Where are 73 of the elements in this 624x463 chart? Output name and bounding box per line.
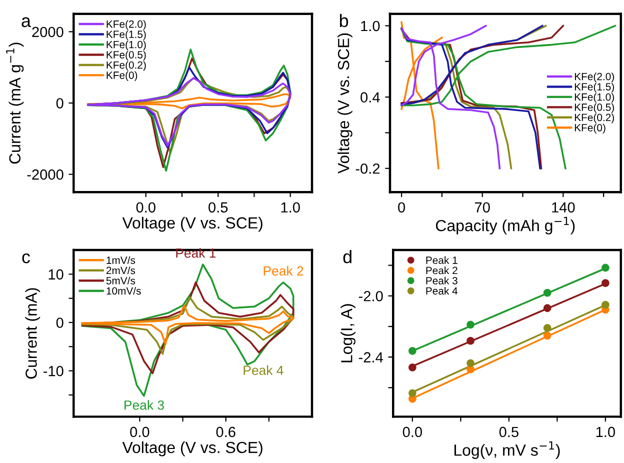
- legend-label: 5mV/s: [106, 276, 136, 284]
- y-tick-label: -0.2: [356, 163, 380, 174]
- annotation: Peak 4: [244, 365, 284, 375]
- legend-label: 10mV/s: [106, 286, 141, 295]
- line-series: [81, 296, 294, 355]
- x-axis-title: Log(ν, mV s$^{−1}$): [454, 441, 560, 459]
- legend-label: KFe(1.5): [574, 82, 614, 93]
- y-tick-label: 1.0: [361, 20, 380, 32]
- legend-label: KFe(1.0): [574, 93, 614, 103]
- y-tick-label: 0.4: [360, 92, 380, 103]
- point: [408, 364, 416, 372]
- y-tick-label: 10: [48, 269, 64, 280]
- y-axis-title: Log(I, A): [340, 304, 356, 362]
- x-axis-title: Voltage (V vs. SCE): [122, 441, 262, 456]
- legend-label: KFe(0): [106, 71, 138, 81]
- y-tick-label: -2.0: [358, 290, 383, 302]
- x-tick-label: 0.0: [402, 426, 422, 438]
- y-tick-label: 0: [56, 98, 64, 108]
- x-tick-label: 0.5: [499, 426, 518, 438]
- text: b: [340, 14, 348, 28]
- x-tick-label: 70: [474, 202, 490, 213]
- legend-label: KFe(1.0): [106, 40, 146, 50]
- point: [408, 389, 416, 398]
- y-axis-title: Current (mA g$^{−1}$): [6, 42, 24, 164]
- legend-label: KFe(0.2): [574, 114, 614, 124]
- point: [466, 365, 474, 374]
- text: a: [22, 17, 31, 28]
- legend-label: KFe(0.5): [106, 50, 146, 61]
- point: [601, 300, 610, 309]
- point: [543, 332, 552, 340]
- point: [543, 304, 552, 312]
- text: d: [343, 250, 352, 264]
- x-tick-label: 140: [552, 202, 575, 213]
- x-tick-label: 0.0: [136, 202, 156, 213]
- annotation: Peak 3: [124, 400, 164, 410]
- x-tick-label: 0: [398, 202, 406, 213]
- legend-label: Peak 3: [426, 276, 458, 284]
- legend-label: KFe(0.2): [106, 61, 146, 71]
- y-tick-label: 0: [56, 318, 64, 328]
- annotation: Peak 2: [264, 266, 304, 276]
- legend-label: KFe(2.0): [574, 72, 614, 82]
- legend-label: Peak 4: [426, 286, 458, 295]
- x-tick-label: 0.6: [216, 426, 236, 438]
- y-tick-label: -2000: [27, 169, 64, 180]
- x-tick-label: 0.5: [208, 202, 228, 213]
- x-tick-label: 1.0: [596, 426, 616, 438]
- point: [543, 288, 552, 297]
- x-tick-label: 1.0: [281, 202, 300, 213]
- point: [466, 336, 474, 345]
- y-axis-title: Current (mA): [25, 288, 40, 379]
- point: [543, 324, 552, 332]
- legend-label: 1mV/s: [106, 256, 136, 264]
- legend-label: KFe(0.5): [574, 103, 614, 113]
- y-tick-label: 2000: [32, 26, 64, 38]
- point: [466, 359, 474, 368]
- legend-label: Peak 2: [426, 266, 458, 274]
- y-axis-title: Voltage (V vs. SCE): [337, 33, 352, 174]
- legend-label: Peak 1: [426, 256, 458, 264]
- point: [408, 346, 416, 355]
- y-tick-label: -2.4: [358, 352, 383, 362]
- x-axis-title: Voltage (V vs. SCE): [122, 216, 262, 232]
- x-axis-title: Capacity (mAh g$^{−1}$): [436, 216, 575, 234]
- legend-label: KFe(2.0): [106, 20, 146, 30]
- point: [601, 264, 610, 272]
- point: [466, 320, 474, 329]
- legend-label: KFe(0): [574, 124, 606, 134]
- x-tick-label: 0.0: [130, 426, 150, 438]
- y-tick-label: -10: [43, 366, 64, 376]
- text: c: [22, 253, 30, 264]
- point: [601, 279, 610, 287]
- legend-label: KFe(1.5): [106, 30, 146, 40]
- legend-label: 2mV/s: [106, 266, 136, 274]
- line-series: [81, 304, 294, 346]
